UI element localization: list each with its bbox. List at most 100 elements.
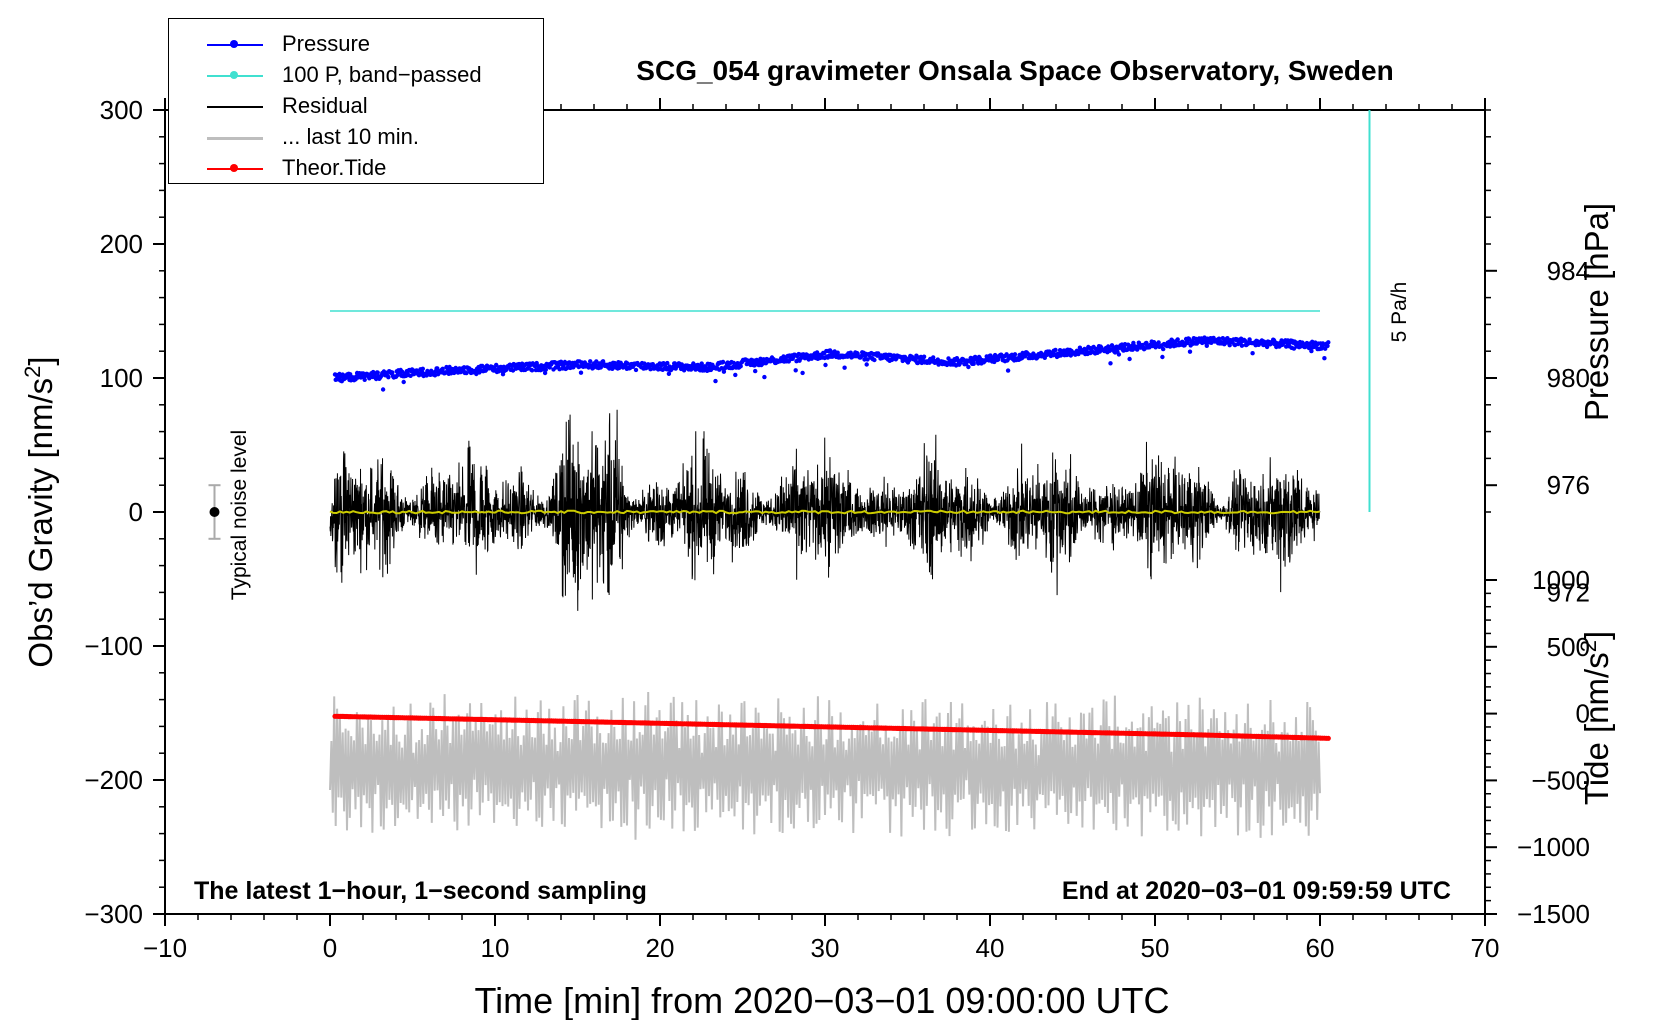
pressure-point xyxy=(1108,361,1113,366)
pressure-point xyxy=(738,364,743,369)
legend-label: ... last 10 min. xyxy=(282,124,419,149)
y-tick-label: −300 xyxy=(84,899,143,929)
y-axis-label-gravity: Obs’d Gravity [nm/s2] xyxy=(20,356,60,667)
series-residual xyxy=(329,409,1321,611)
series-mean-residual xyxy=(329,509,1321,515)
pressure-point xyxy=(386,375,391,380)
pressure-point xyxy=(390,370,395,375)
y-tick-label: 200 xyxy=(100,229,143,259)
pressure-point xyxy=(494,362,499,368)
pressure-point xyxy=(633,367,639,373)
pressure-point xyxy=(1326,340,1331,345)
pressure-point xyxy=(1012,352,1018,357)
pressure-point xyxy=(529,368,535,373)
pressure-tick-label: 976 xyxy=(1547,470,1590,500)
legend-item-last-10-min: ... last 10 min. xyxy=(169,122,543,152)
pressure-point xyxy=(420,366,425,371)
pressure-point xyxy=(1053,347,1058,353)
pressure-point xyxy=(721,369,727,374)
y-axis-label-pressure: Pressure [hPa] xyxy=(1578,203,1615,421)
pressure-point xyxy=(1185,340,1190,346)
pressure-point xyxy=(823,362,828,368)
pressure-point xyxy=(1131,340,1136,346)
y-tick-label: 0 xyxy=(129,497,143,527)
pressure-point xyxy=(842,365,847,370)
pressure-point xyxy=(872,357,877,363)
tide-tick-label: 0 xyxy=(1576,699,1590,729)
pressure-point xyxy=(666,371,672,376)
pressure-point xyxy=(835,350,840,355)
pressure-point xyxy=(971,361,976,366)
pressure-point xyxy=(946,356,951,361)
series-pressure xyxy=(332,335,1331,392)
pressure-point xyxy=(793,368,798,373)
annotation-end-time: End at 2020−03−01 09:59:59 UTC xyxy=(1062,877,1451,905)
legend: Pressure 100 P, band−passed Residual ...… xyxy=(168,18,544,184)
pressure-point xyxy=(543,367,548,372)
pressure-point xyxy=(500,372,506,377)
pressure-point xyxy=(1309,348,1314,354)
x-tick-label: 30 xyxy=(811,933,840,963)
pressure-point xyxy=(1004,352,1009,357)
y-tick-label: 300 xyxy=(100,95,143,125)
tide-point xyxy=(1325,735,1331,741)
noise-level-label: Typical noise level xyxy=(228,430,251,600)
tide-tick-label: −500 xyxy=(1531,765,1590,795)
pressure-point xyxy=(1005,368,1011,373)
x-tick-label: 70 xyxy=(1471,933,1500,963)
pressure-point xyxy=(731,360,736,366)
tide-tick-label: −1500 xyxy=(1517,899,1590,929)
tide-tick-label: −1000 xyxy=(1517,832,1590,862)
y-tick-label: −100 xyxy=(84,631,143,661)
pressure-point xyxy=(440,366,445,371)
pressure-point xyxy=(362,377,367,382)
legend-label: Residual xyxy=(282,93,368,118)
x-tick-label: 20 xyxy=(646,933,675,963)
pressure-point xyxy=(733,372,738,378)
pressure-point xyxy=(1247,337,1252,342)
pressure-tick-label: 972 xyxy=(1547,577,1590,607)
pressure-point xyxy=(1160,354,1165,360)
pressure-point xyxy=(380,387,386,392)
pressure-point xyxy=(1239,343,1245,348)
legend-item-band-passed: 100 P, band−passed xyxy=(169,60,543,90)
pressure-point xyxy=(401,379,406,385)
x-tick-label: 40 xyxy=(976,933,1005,963)
pressure-point xyxy=(1022,354,1028,359)
pressure-point xyxy=(720,359,726,365)
pressure-point xyxy=(555,363,561,369)
x-axis-label: Time [min] from 2020−03−01 09:00:00 UTC xyxy=(474,980,1169,1020)
x-tick-label: 10 xyxy=(481,933,510,963)
series-theor-tide xyxy=(332,713,1331,741)
pressure-point xyxy=(375,370,380,375)
pressure-point xyxy=(1250,351,1255,356)
pressure-point xyxy=(800,370,805,376)
legend-item-theor-tide: Theor.Tide xyxy=(169,153,543,183)
pressure-point xyxy=(921,354,927,359)
series-last-10-min xyxy=(329,691,1321,840)
pressure-point xyxy=(1325,343,1330,349)
pressure-point xyxy=(713,378,718,384)
pressure-point xyxy=(435,366,440,371)
chart-title: SCG_054 gravimeter Onsala Space Observat… xyxy=(636,55,1393,86)
pressure-point xyxy=(1127,356,1132,362)
pressure-point xyxy=(464,370,469,376)
pressure-point xyxy=(931,355,936,360)
y-tick-label: 100 xyxy=(100,363,143,393)
pressure-point xyxy=(542,370,548,376)
y-axis-label-tide: Tide [nm/s2] xyxy=(1576,631,1616,805)
legend-label: 100 P, band−passed xyxy=(282,62,482,87)
pressure-point xyxy=(762,374,767,380)
x-tick-label: 60 xyxy=(1306,933,1335,963)
rate-bar-label: 5 Pa/h xyxy=(1388,282,1411,343)
pressure-point xyxy=(565,365,570,371)
pressure-point xyxy=(1227,343,1232,348)
pressure-point xyxy=(1322,356,1327,361)
pressure-point xyxy=(1042,355,1048,360)
legend-label: Pressure xyxy=(282,31,371,56)
legend-item-pressure: Pressure xyxy=(169,29,543,59)
pressure-point xyxy=(588,359,593,364)
pressure-point xyxy=(1175,337,1180,342)
pressure-point xyxy=(1161,346,1166,352)
